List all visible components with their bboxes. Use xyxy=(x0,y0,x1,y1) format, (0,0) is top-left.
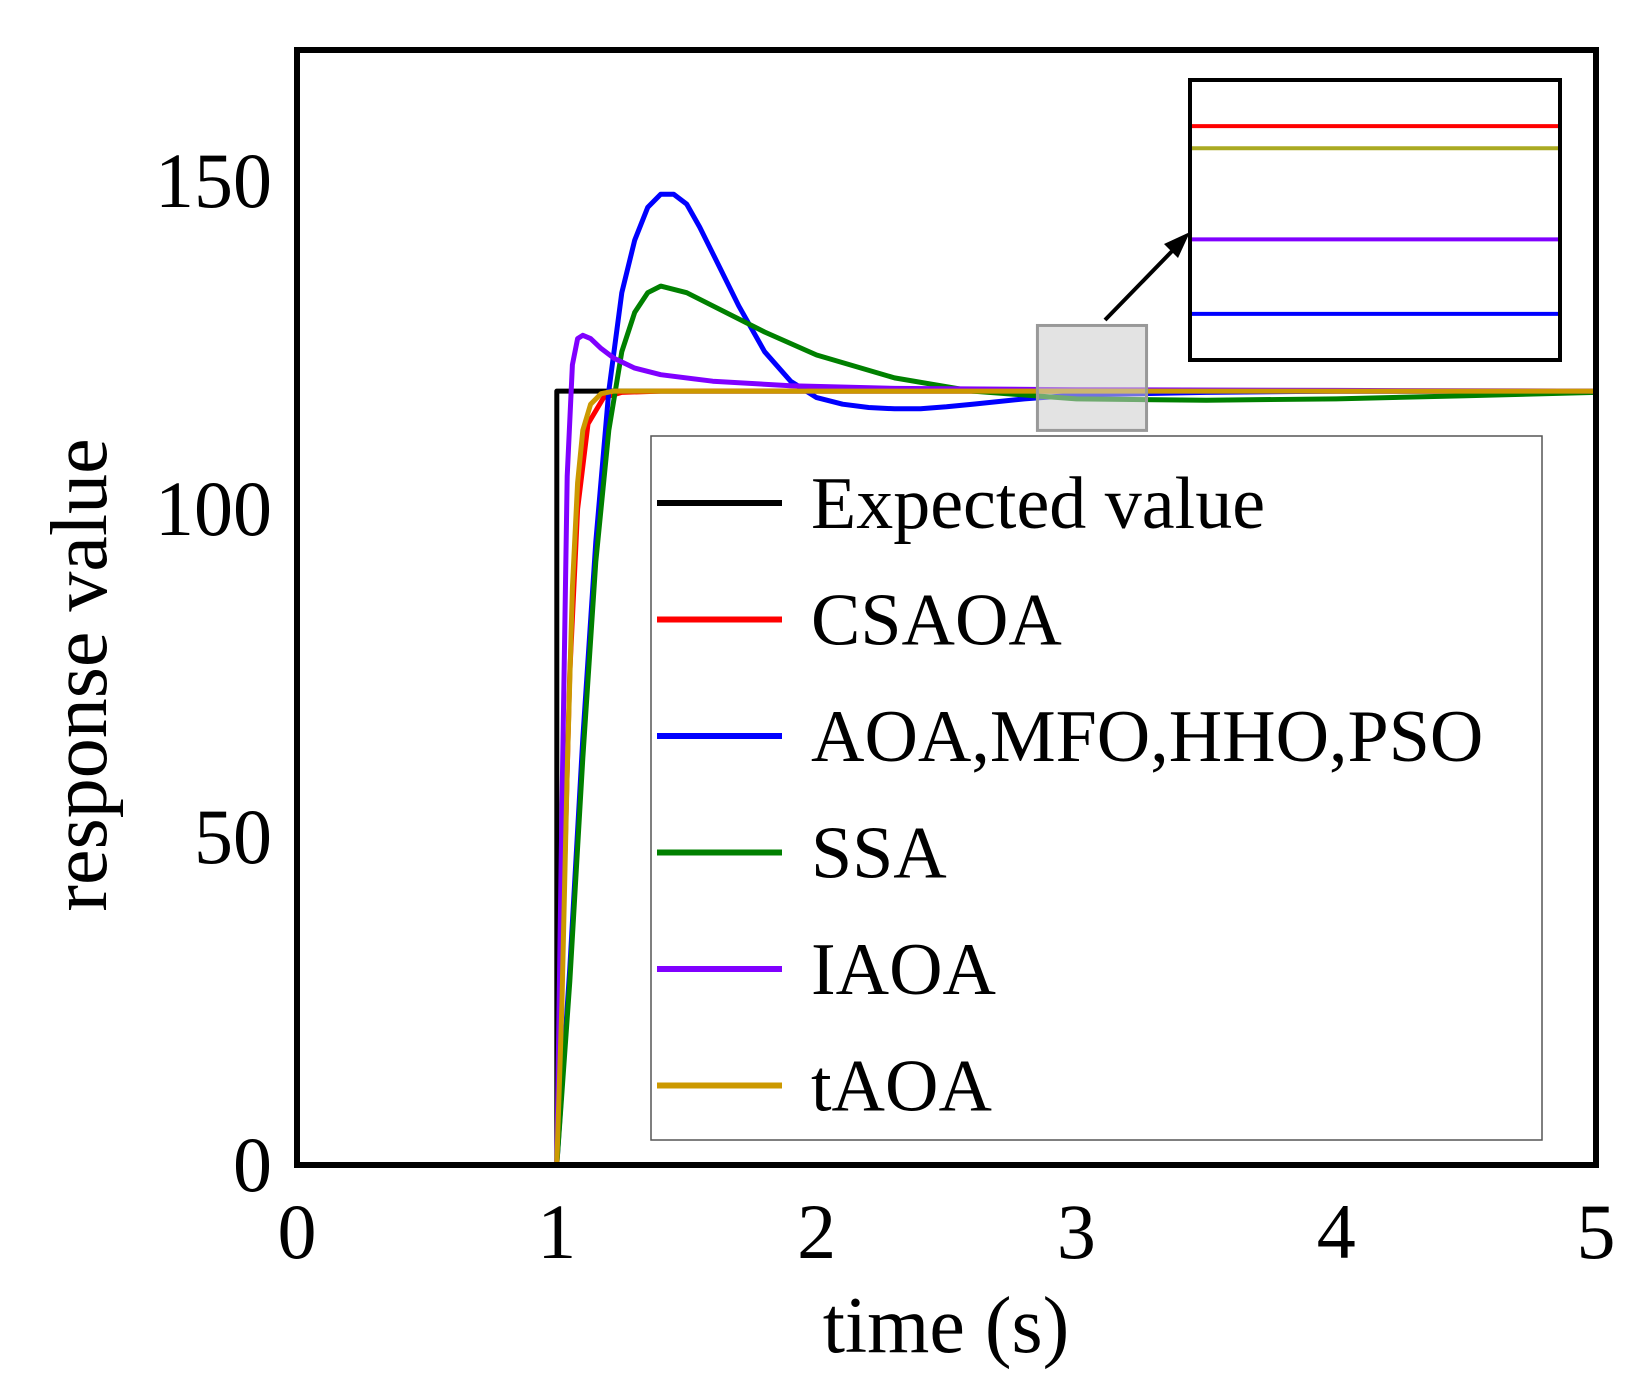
x-axis-label: time (s) xyxy=(823,1282,1070,1370)
series-line-3 xyxy=(297,191,1596,1165)
x-tick-label: 1 xyxy=(537,1188,576,1275)
x-tick-label: 2 xyxy=(797,1188,836,1275)
x-tick-label: 0 xyxy=(278,1188,317,1275)
legend-label-4: SSA xyxy=(811,813,947,895)
legend-label-6: tAOA xyxy=(811,1046,992,1128)
legend-label-1: Expected value xyxy=(811,463,1265,545)
legend-box xyxy=(650,435,1543,1141)
inset-zoom-panel xyxy=(1188,78,1562,362)
y-tick-label: 100 xyxy=(155,465,272,552)
series-line-4 xyxy=(297,283,1596,1165)
y-tick-label: 50 xyxy=(194,793,272,880)
series-line-6 xyxy=(297,388,1596,1165)
legend-label-3: AOA,MFO,HHO,PSO xyxy=(811,696,1483,778)
y-tick-label: 0 xyxy=(233,1121,272,1208)
inset-frame xyxy=(1188,78,1562,362)
x-tick-labels: 0 1 2 3 4 5 xyxy=(278,1188,1616,1275)
legend-label-5: IAOA xyxy=(811,929,996,1011)
x-tick-label: 5 xyxy=(1577,1188,1616,1275)
y-tick-label: 150 xyxy=(155,137,272,224)
x-tick-label: 4 xyxy=(1317,1188,1356,1275)
zoom-arrow xyxy=(1103,243,1180,322)
y-axis-label: response value xyxy=(36,438,124,911)
legend-label-2: CSAOA xyxy=(811,580,1062,662)
x-tick-label: 3 xyxy=(1057,1188,1096,1275)
zoom-box xyxy=(1035,323,1149,432)
zoom-arrow-head xyxy=(1164,232,1190,258)
y-tick-labels: 0 50 100 150 xyxy=(155,137,272,1208)
legend: Expected value CSAOA AOA,MFO,HHO,PSO SSA IAO… xyxy=(650,435,1543,1141)
inset-lines xyxy=(1192,124,1558,316)
axes-frame xyxy=(294,47,1599,1168)
